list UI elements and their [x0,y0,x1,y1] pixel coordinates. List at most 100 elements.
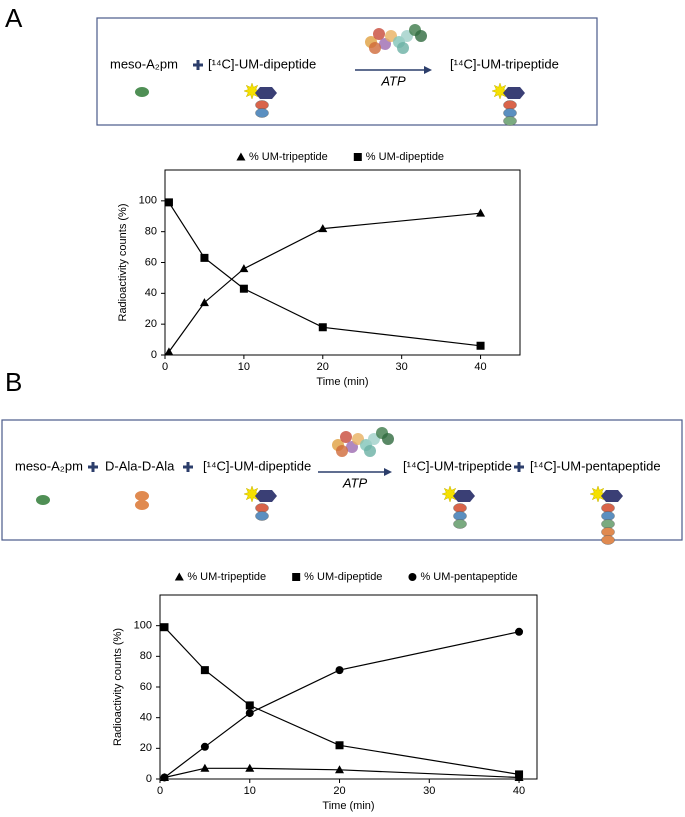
a2pm-icon [36,495,50,505]
product: [¹⁴C]-UM-tripeptide [450,56,559,71]
amino-acid-icon [601,535,615,545]
reactant: meso-A₂pm [110,56,178,71]
dala-icon [135,500,149,510]
x-axis-label: Time (min) [316,376,368,388]
enzyme-structure [364,445,376,457]
x-tick-label: 30 [396,361,408,373]
product: [¹⁴C]-UM-tripeptide [403,458,512,473]
x-tick-label: 20 [333,785,345,797]
y-tick-label: 0 [151,349,157,361]
x-axis-label: Time (min) [322,800,374,812]
y-tick-label: 80 [140,650,152,662]
enzyme-structure [336,445,348,457]
label-star [441,485,459,503]
marker-triangle [236,152,246,161]
sugar-icon [453,490,475,502]
scheme-box [96,17,598,126]
reactant: D-Ala-D-Ala [105,458,175,473]
y-tick-label: 100 [134,620,152,632]
marker-triangle [164,347,174,356]
reaction-arrowhead [384,468,392,476]
series-line [164,626,520,775]
a2pm-icon [135,87,149,97]
series-line [164,631,520,778]
reaction-arrowhead [424,66,432,74]
y-tick-label: 80 [145,226,157,238]
enzyme-structure [373,28,385,40]
x-tick-label: 40 [474,361,486,373]
sugar-icon [255,490,277,502]
marker-circle [335,666,344,675]
amino-acid-icon [601,503,615,513]
marker-square [160,623,169,632]
marker-square [476,341,485,350]
cofactor: ATP [380,73,406,88]
marker-triangle [174,572,184,581]
marker-square [200,253,209,262]
label-star [491,82,509,100]
y-axis-label: Radioactivity counts (%) [117,204,129,322]
reactant: meso-A₂pm [15,458,83,473]
marker-triangle [476,208,486,217]
sugar-icon [601,490,623,502]
cofactor: ATP [342,475,368,490]
x-tick-label: 40 [513,785,525,797]
x-tick-label: 0 [157,785,163,797]
marker-circle [515,627,524,636]
legend-label: % UM-tripeptide [249,151,328,163]
plot-frame [159,594,538,780]
marker-square [335,741,344,750]
legend-label: % UM-pentapeptide [420,571,517,583]
amino-acid-icon [453,503,467,513]
marker-circle [160,773,169,782]
marker-triangle [199,298,209,307]
legend-label: % UM-dipeptide [366,151,444,163]
marker-square [164,198,173,207]
x-tick-label: 10 [244,785,256,797]
y-tick-label: 60 [145,256,157,268]
x-tick-label: 20 [317,361,329,373]
amino-acid-icon [255,100,269,110]
marker-triangle [200,763,210,772]
marker-triangle [335,765,345,774]
marker-square [353,153,362,161]
amino-acid-icon [255,511,269,521]
x-tick-label: 0 [162,361,168,373]
marker-square [292,573,301,581]
amino-acid-icon [503,108,517,118]
plot-frame [164,169,521,356]
marker-square [245,701,254,710]
marker-square [239,284,248,293]
x-tick-label: 30 [423,785,435,797]
enzyme-structure [382,433,394,445]
reactant: [¹⁴C]-UM-dipeptide [203,458,311,473]
y-tick-label: 40 [140,712,152,724]
dala-icon [135,491,149,501]
enzyme-structure [369,42,381,54]
y-axis-label: Radioactivity counts (%) [112,628,124,746]
label-star [243,82,261,100]
marker-square [200,666,209,675]
amino-acid-icon [503,116,517,126]
marker-circle [245,709,254,718]
sugar-icon [255,87,277,99]
amino-acid-icon [601,519,615,529]
legend-label: % UM-dipeptide [304,571,382,583]
enzyme-structure [415,30,427,42]
y-tick-label: 20 [145,318,157,330]
y-tick-label: 100 [139,195,157,207]
legend-label: % UM-tripeptide [187,571,266,583]
amino-acid-icon [255,108,269,118]
marker-square [318,323,327,332]
amino-acid-icon [503,100,517,110]
marker-triangle [318,224,328,233]
marker-triangle [239,264,249,273]
amino-acid-icon [453,511,467,521]
sugar-icon [503,87,525,99]
marker-circle [200,742,209,751]
panel-label: B [5,367,22,397]
enzyme-structure [397,42,409,54]
amino-acid-icon [601,511,615,521]
label-star [589,485,607,503]
